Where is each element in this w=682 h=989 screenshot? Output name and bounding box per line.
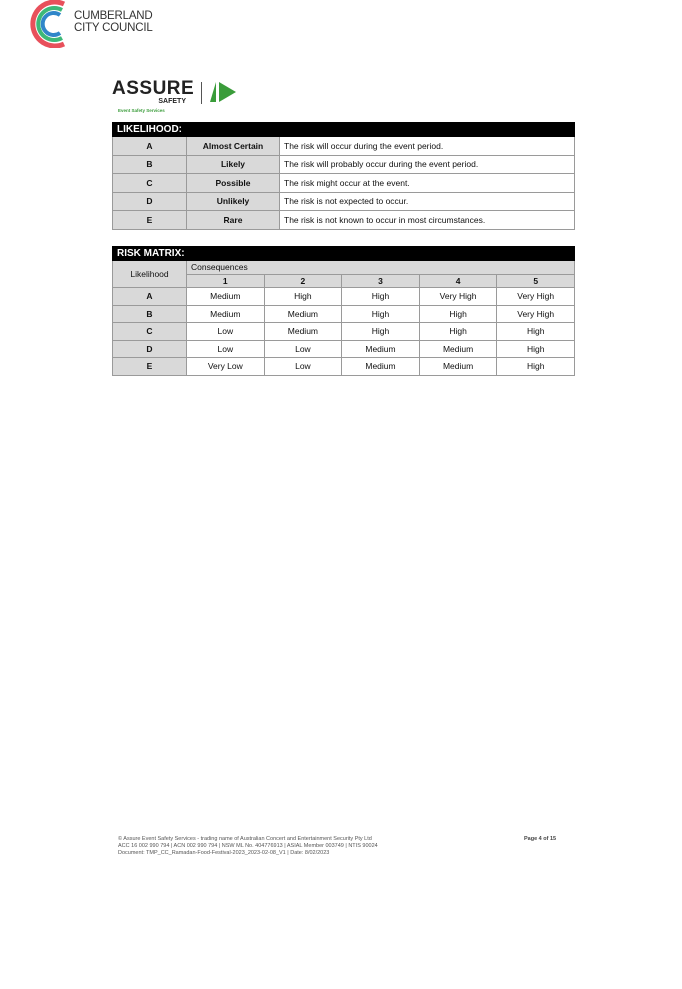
likelihood-row: C Possible The risk might occur at the eve…: [112, 173, 575, 193]
cumberland-logo-icon: [30, 0, 66, 48]
risk-cell: Low: [263, 357, 343, 376]
risk-matrix-row: B Medium Medium High High Very High: [112, 304, 575, 323]
risk-cell: High: [418, 304, 498, 323]
risk-cell: High: [341, 322, 420, 341]
footer: © Assure Event Safety Services - trading…: [118, 836, 378, 857]
likelihood-row: A Almost Certain The risk will occur durin…: [112, 136, 575, 156]
likelihood-row: D Unlikely The risk is not expected to occ…: [112, 191, 575, 211]
likelihood-name: Almost Certain: [186, 136, 280, 156]
likelihood-level: A: [112, 136, 187, 156]
likelihood-label: E: [112, 357, 187, 376]
risk-cell: Low: [186, 339, 265, 358]
likelihood-label: A: [112, 287, 187, 306]
likelihood-name: Possible: [186, 173, 280, 193]
assure-sub: SAFETY: [158, 98, 186, 105]
risk-cell: Medium: [186, 304, 265, 323]
risk-cell: Low: [263, 339, 343, 358]
risk-matrix-row: C Low Medium High High High: [112, 322, 575, 341]
risk-cell: Medium: [263, 322, 343, 341]
risk-cell: Medium: [418, 339, 498, 358]
risk-cell: Very High: [496, 287, 575, 306]
risk-cell: Medium: [341, 357, 420, 376]
risk-cell: Medium: [341, 339, 420, 358]
consequence-column-header: 5: [496, 273, 575, 288]
consequence-column-header: 4: [418, 273, 498, 288]
likelihood-level: C: [112, 173, 187, 193]
risk-matrix-row: D Low Low Medium Medium High: [112, 339, 575, 358]
council-name-line: CITY COUNCIL: [74, 22, 153, 34]
likelihood-level: D: [112, 191, 187, 211]
risk-cell: High: [496, 339, 575, 358]
likelihood-description: The risk might occur at the event.: [279, 173, 575, 193]
likelihood-title: LIKELIHOOD:: [112, 122, 575, 137]
likelihood-row: E Rare The risk is not known to occur in m…: [112, 210, 575, 230]
risk-cell: Medium: [418, 357, 498, 376]
likelihood-name: Likely: [186, 154, 280, 174]
likelihood-description: The risk is not known to occur in most c…: [279, 210, 575, 230]
assure-triangle-icon: [210, 82, 237, 102]
risk-cell: Very Low: [186, 357, 265, 376]
risk-cell: High: [496, 322, 575, 341]
risk-matrix-title: RISK MATRIX:: [112, 246, 575, 261]
likelihood-level: E: [112, 210, 187, 230]
likelihood-description: The risk is not expected to occur.: [279, 191, 575, 211]
footer-line: © Assure Event Safety Services - trading…: [118, 836, 372, 842]
assure-word: ASSURE: [112, 78, 195, 99]
likelihood-label: C: [112, 322, 187, 341]
risk-matrix-row: A Medium High High Very High Very High: [112, 287, 575, 306]
likelihood-description: The risk will probably occur during the …: [279, 154, 575, 174]
risk-cell: High: [341, 287, 420, 306]
risk-cell: Low: [186, 322, 265, 341]
consequence-column-header: 3: [341, 273, 420, 288]
likelihood-name: Unlikely: [186, 191, 280, 211]
likelihood-row: B Likely The risk will probably occur duri…: [112, 154, 575, 174]
risk-cell: Medium: [186, 287, 265, 306]
likelihood-table: LIKELIHOOD: A Almost Certain The risk will…: [112, 122, 575, 230]
assure-logo: ASSURE SAFETY Event Safety Services: [112, 78, 238, 113]
risk-cell: High: [341, 304, 420, 323]
risk-cell: Medium: [263, 304, 343, 323]
likelihood-label: B: [112, 304, 187, 323]
risk-cell: High: [263, 287, 343, 306]
row-header: Likelihood: [112, 260, 187, 288]
likelihood-description: The risk will occur during the event per…: [279, 136, 575, 156]
likelihood-label: D: [112, 339, 187, 358]
council-name-line: CUMBERLAND: [74, 10, 153, 22]
consequence-column-header: 2: [263, 273, 343, 288]
risk-cell: High: [418, 322, 498, 341]
likelihood-name: Rare: [186, 210, 280, 230]
footer-line: Document: TMP_CC_Ramadan-Food-Festival-2…: [118, 850, 330, 856]
risk-cell: Very High: [496, 304, 575, 323]
consequence-column-header: 1: [186, 273, 265, 288]
council-name: CUMBERLAND CITY COUNCIL: [74, 10, 153, 34]
likelihood-level: B: [112, 154, 187, 174]
assure-tagline: Event Safety Services: [118, 108, 165, 113]
consequences-header: Consequences: [186, 260, 575, 275]
risk-cell: Very High: [418, 287, 498, 306]
footer-line: ACC 16 002 990 794 | ACN 002 990 794 | N…: [118, 843, 378, 849]
page-number: Page 4 of 15: [524, 836, 557, 842]
risk-matrix-row: E Very Low Low Medium Medium High: [112, 357, 575, 376]
risk-cell: High: [496, 357, 575, 376]
